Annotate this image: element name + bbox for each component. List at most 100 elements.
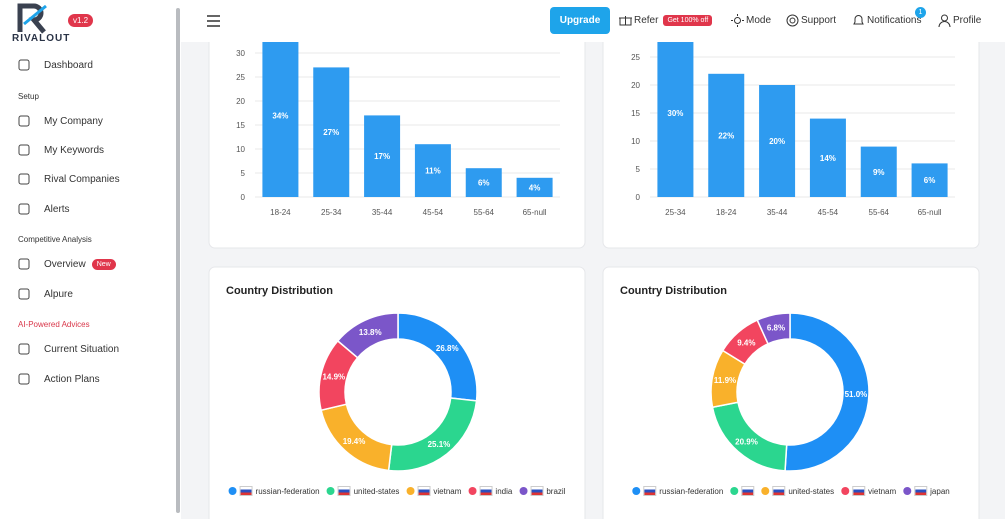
flag-icon <box>772 486 786 496</box>
legend-item[interactable]: india <box>468 486 512 496</box>
legend-swatch <box>228 487 237 495</box>
donut-slice <box>756 312 791 345</box>
flag-icon <box>417 486 431 496</box>
slice-label: 14.9% <box>322 373 345 382</box>
nav-item[interactable]: Action Plans <box>18 373 100 385</box>
nav-label: My Keywords <box>44 144 105 156</box>
bar <box>414 144 451 197</box>
menu-toggle[interactable] <box>207 15 221 27</box>
x-tick-label: 65-null <box>918 208 942 217</box>
y-tick-label: 25 <box>236 73 245 82</box>
nav-badge: New <box>91 258 116 270</box>
bar <box>313 67 350 198</box>
nav-item[interactable]: Rival Companies <box>18 173 120 185</box>
nav-item[interactable]: Current Situation <box>18 343 119 355</box>
y-tick-label: 5 <box>241 169 246 178</box>
nav-item[interactable]: Alpure <box>18 288 73 300</box>
profile[interactable]: Profile <box>938 14 981 27</box>
y-tick-label: 25 <box>631 53 640 62</box>
y-tick-label: 10 <box>631 137 640 146</box>
nav-item[interactable]: Alerts <box>18 203 70 215</box>
y-tick-label: 15 <box>236 121 245 130</box>
card-title: Country Distribution <box>620 285 727 297</box>
bar <box>809 118 846 197</box>
x-tick-label: 25-34 <box>665 208 686 217</box>
legend-swatch <box>761 487 770 495</box>
y-tick-label: 10 <box>236 145 245 154</box>
upgrade-button[interactable]: Upgrade <box>550 7 610 34</box>
bar-label: 22% <box>718 131 734 140</box>
y-tick-label: 30 <box>236 49 245 58</box>
nav-icon <box>18 373 30 385</box>
header: Upgrade Refer Get 100% off Mode Support N… <box>181 0 1005 42</box>
legend-item[interactable]: russian-federation <box>228 486 320 496</box>
y-tick-label: 5 <box>636 165 641 174</box>
refer[interactable]: Refer Get 100% off <box>619 14 713 26</box>
x-tick-label: 18-24 <box>270 208 291 217</box>
nav-item[interactable]: My Keywords <box>18 144 104 156</box>
nav-label: Alerts <box>44 203 70 215</box>
y-tick-label: 0 <box>636 193 641 202</box>
bar-label: 4% <box>529 183 541 192</box>
donut-slice <box>784 312 870 472</box>
nav-item[interactable]: Overview New <box>18 258 116 270</box>
legend-swatch <box>468 487 477 495</box>
legend-item[interactable]: japan <box>903 486 950 496</box>
card <box>208 266 586 519</box>
profile-label: Profile <box>953 15 982 26</box>
legend-swatch <box>326 487 335 495</box>
legend-label: japan <box>930 486 950 496</box>
legend-label: russian-federation <box>255 486 320 496</box>
legend-item[interactable]: united-states <box>761 486 834 496</box>
nav-item[interactable]: My Company <box>18 115 103 127</box>
slice-label: 19.4% <box>343 437 366 446</box>
legend-swatch <box>903 487 912 495</box>
legend-label: india <box>495 486 513 496</box>
refer-label: Refer <box>634 14 659 26</box>
y-tick-label: 20 <box>631 81 640 90</box>
legend: russian-federation united-states vietnam in… <box>228 486 565 496</box>
notifications[interactable]: Notifications <box>852 14 921 27</box>
legend-swatch <box>406 487 415 495</box>
slice-label: 26.8% <box>436 344 459 353</box>
legend-item[interactable]: vietnam <box>406 486 461 496</box>
flag-icon <box>530 486 544 496</box>
legend-item[interactable]: vietnam <box>841 486 896 496</box>
bar <box>657 29 694 197</box>
notification-count: 1 <box>915 7 926 18</box>
bar-label: 6% <box>478 179 490 188</box>
flag-icon <box>239 486 253 496</box>
version-badge: v1.2 <box>68 14 94 27</box>
legend-item[interactable]: brazil <box>519 486 565 496</box>
legend-swatch <box>519 487 528 495</box>
bar <box>516 177 553 197</box>
nav-item[interactable]: Dashboard <box>18 59 93 71</box>
x-tick-label: 65-null <box>523 208 547 217</box>
y-tick-label: 20 <box>236 97 245 106</box>
legend: russian-federation united-states vietnam ja… <box>632 486 950 496</box>
donut-slice <box>336 312 399 359</box>
nav-label: Overview <box>44 258 86 270</box>
slice-label: 20.9% <box>735 438 758 447</box>
x-tick-label: 45-54 <box>423 208 444 217</box>
support[interactable]: Support <box>786 14 836 27</box>
mode[interactable]: Mode <box>731 14 771 27</box>
bell-icon <box>853 15 864 25</box>
refer-badge: Get 100% off <box>663 14 713 26</box>
card-title: Country Distribution <box>226 285 333 297</box>
flag-icon <box>914 486 928 496</box>
nav-label: Alpure <box>44 288 73 300</box>
nav-label: Rival Companies <box>44 173 120 185</box>
logo-icon <box>17 3 47 34</box>
legend-item[interactable] <box>730 486 755 496</box>
slice-label: 11.9% <box>714 376 736 385</box>
bar-label: 6% <box>924 176 936 185</box>
x-tick-label: 55-64 <box>474 208 495 217</box>
legend-item[interactable]: russian-federation <box>632 486 723 496</box>
notifications-label: Notifications <box>867 15 922 26</box>
legend-item[interactable]: united-states <box>326 486 399 496</box>
bar-label: 17% <box>374 152 390 161</box>
bar <box>759 85 796 197</box>
